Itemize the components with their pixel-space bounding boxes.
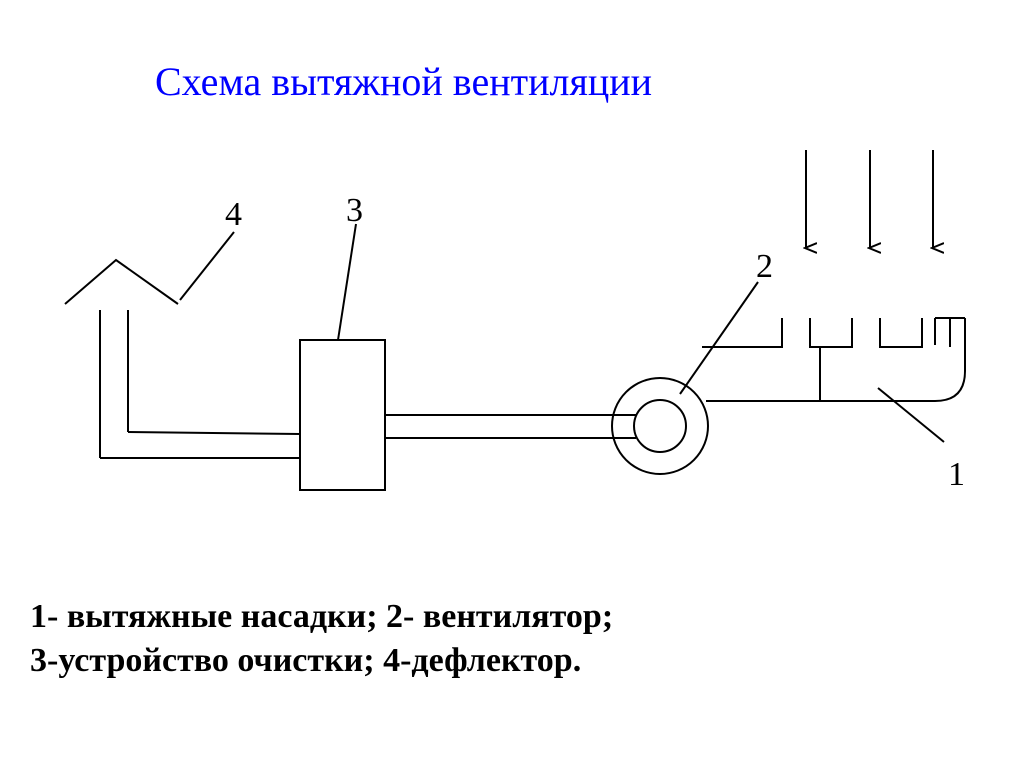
caption-line-2: 3-устройство очистки; 4-дефлектор. [30,642,581,680]
caption-line-1: 1- вытяжные насадки; 2- вентилятор; [30,598,613,636]
ventilation-diagram [0,0,1024,560]
